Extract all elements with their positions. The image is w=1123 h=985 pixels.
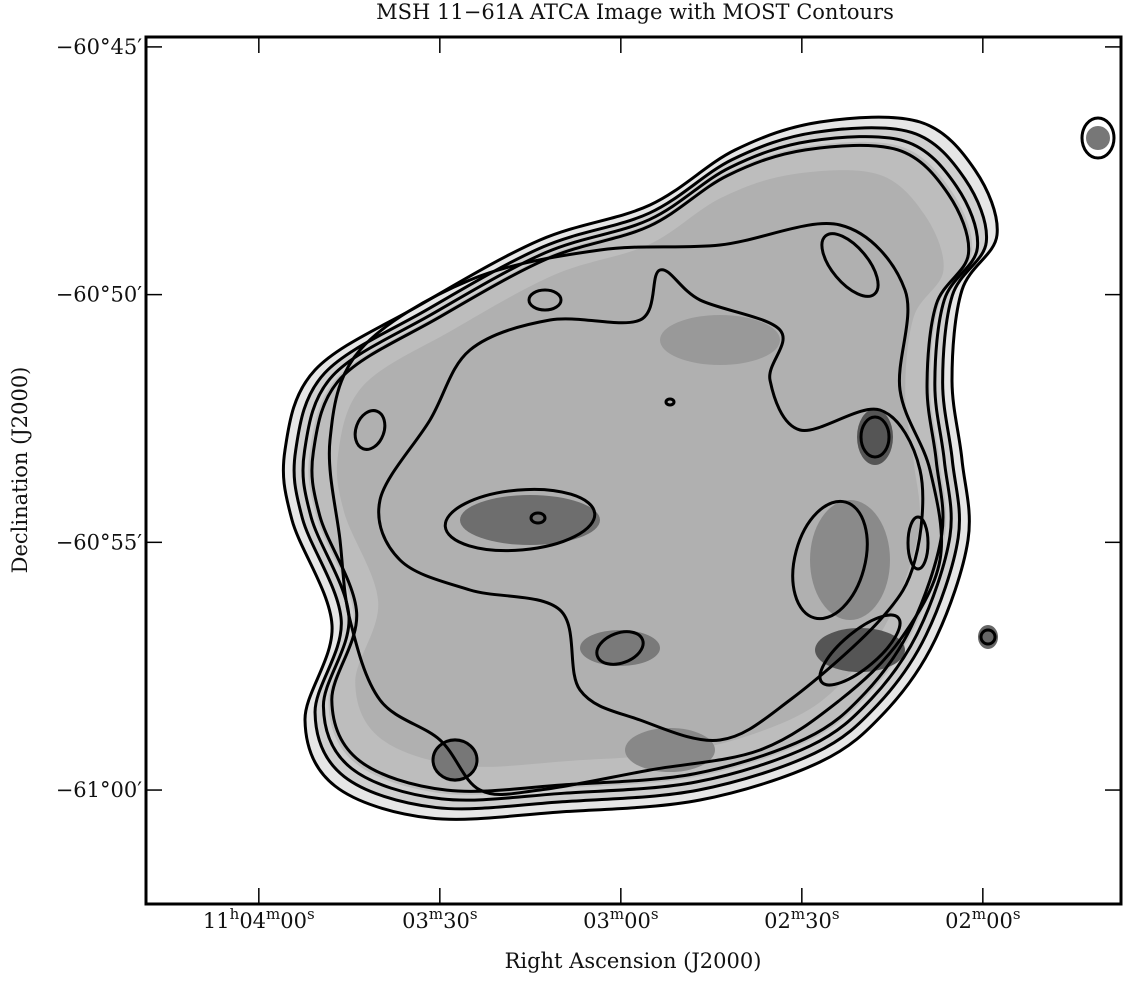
contour — [310, 143, 971, 793]
emission — [336, 170, 944, 767]
contour — [377, 268, 925, 742]
contour — [527, 288, 563, 312]
contour — [595, 630, 645, 666]
x-tick-label: 11h04m00s — [203, 905, 315, 933]
contour — [529, 511, 547, 525]
contour — [818, 613, 902, 687]
plot-frame — [144, 35, 1123, 906]
x-tick-label: 02m30s — [764, 905, 839, 933]
contour — [281, 115, 999, 821]
emission — [810, 500, 890, 620]
contour — [431, 738, 479, 782]
x-axis-label: Right Ascension (J2000) — [505, 949, 762, 973]
sky-image — [281, 115, 1116, 821]
x-tick-label: 02m00s — [945, 905, 1020, 933]
chart-title: MSH 11−61A ATCA Image with MOST Contours — [376, 0, 894, 24]
contour — [1080, 116, 1116, 160]
emission — [580, 630, 660, 666]
contour — [353, 409, 387, 451]
contour — [979, 628, 997, 646]
contour — [906, 515, 930, 571]
x-tick-label: 03m00s — [583, 905, 658, 933]
contour — [664, 397, 676, 407]
y-tick-label: −60°55′ — [56, 530, 143, 554]
contour — [292, 126, 989, 811]
contour — [791, 499, 869, 621]
contour — [820, 232, 880, 298]
y-axis-label: Declination (J2000) — [8, 367, 32, 574]
emission — [1086, 126, 1110, 150]
x-tick-label: 03m30s — [402, 905, 477, 933]
contour — [301, 135, 980, 802]
y-tick-label: −60°45′ — [56, 35, 143, 59]
emission — [660, 315, 780, 365]
contour — [859, 415, 891, 459]
y-tick-label: −60°50′ — [56, 283, 143, 307]
contour — [443, 487, 597, 553]
y-tick-label: −61°00′ — [56, 778, 143, 802]
contour — [327, 222, 944, 797]
